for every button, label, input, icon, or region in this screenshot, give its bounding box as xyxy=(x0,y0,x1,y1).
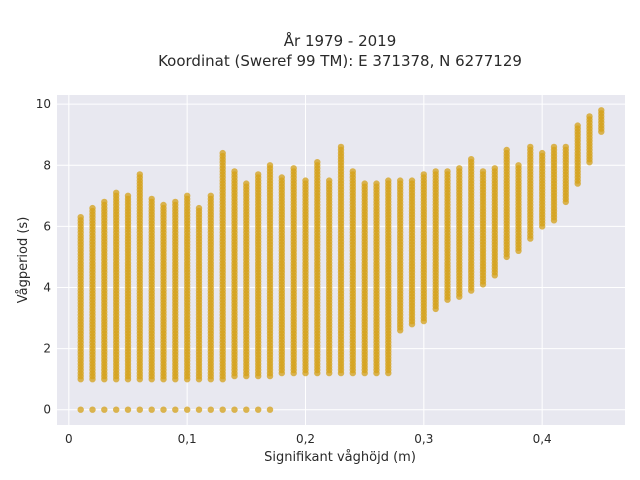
data-point xyxy=(503,146,510,154)
x-tick-label: 0,3 xyxy=(414,432,433,446)
y-tick-label: 8 xyxy=(43,158,51,172)
x-axis-label: Signifikant våghöjd (m) xyxy=(264,450,416,465)
data-point xyxy=(278,174,285,181)
data-point xyxy=(432,168,439,175)
y-tick-label: 4 xyxy=(43,281,51,295)
data-point xyxy=(148,195,155,203)
data-point xyxy=(89,204,96,212)
data-point xyxy=(136,171,143,178)
y-tick-label: 6 xyxy=(43,219,51,233)
data-point xyxy=(101,198,108,206)
data-point xyxy=(373,180,380,187)
data-point xyxy=(172,406,179,413)
data-point xyxy=(408,177,416,184)
data-point xyxy=(231,406,238,413)
data-point xyxy=(89,406,96,413)
data-point xyxy=(515,162,522,169)
data-point xyxy=(195,406,203,413)
y-axis-label: Vågperiod (s) xyxy=(16,217,31,304)
data-point xyxy=(337,143,345,151)
x-tick-label: 0 xyxy=(65,432,73,446)
data-point xyxy=(184,406,191,413)
y-axis-ticks: 0 2 4 6 8 10 xyxy=(36,97,51,417)
data-point xyxy=(184,192,191,199)
data-point xyxy=(314,159,321,166)
data-point xyxy=(113,406,120,413)
data-point xyxy=(160,406,167,413)
data-point xyxy=(444,168,451,175)
data-point xyxy=(420,171,427,178)
data-point xyxy=(255,406,262,413)
data-point xyxy=(326,177,333,184)
y-tick-label: 0 xyxy=(43,403,51,417)
data-point xyxy=(101,406,108,413)
data-point xyxy=(77,214,84,221)
x-tick-label: 0,4 xyxy=(533,432,552,446)
data-point xyxy=(385,177,392,184)
data-point xyxy=(136,406,143,413)
data-point xyxy=(574,122,581,129)
data-point xyxy=(266,406,274,413)
data-point xyxy=(243,406,250,413)
y-tick-label: 2 xyxy=(43,342,51,356)
data-point xyxy=(124,406,132,413)
data-point xyxy=(195,204,203,212)
data-point xyxy=(491,165,498,172)
data-point xyxy=(539,149,546,157)
data-point xyxy=(349,168,356,175)
data-point xyxy=(148,406,155,413)
data-point xyxy=(207,192,214,199)
data-point xyxy=(290,165,297,172)
data-point xyxy=(468,156,475,163)
data-point xyxy=(219,406,226,413)
data-point xyxy=(361,180,368,187)
data-point xyxy=(113,189,120,196)
y-tick-label: 10 xyxy=(36,97,51,111)
chart-title-line2: Koordinat (Sweref 99 TM): E 371378, N 62… xyxy=(158,52,522,70)
data-point xyxy=(302,177,309,184)
data-point xyxy=(527,143,534,151)
data-point xyxy=(562,143,569,151)
data-point xyxy=(243,180,250,187)
chart-title-line1: År 1979 - 2019 xyxy=(284,31,397,50)
x-axis-ticks: 0 0,1 0,2 0,3 0,4 xyxy=(65,432,552,446)
data-point xyxy=(456,165,463,172)
data-point xyxy=(172,198,179,206)
data-points xyxy=(77,107,605,413)
data-point xyxy=(586,113,593,120)
data-point xyxy=(266,162,274,169)
x-tick-label: 0,1 xyxy=(178,432,197,446)
data-point xyxy=(397,177,404,184)
data-point xyxy=(598,107,605,114)
x-tick-label: 0,2 xyxy=(296,432,315,446)
data-point xyxy=(550,143,558,151)
data-point xyxy=(255,171,262,178)
data-point xyxy=(207,406,214,413)
data-point xyxy=(479,168,487,175)
data-point xyxy=(77,406,84,413)
data-point xyxy=(219,149,226,157)
data-point xyxy=(231,168,238,175)
data-point xyxy=(160,201,167,209)
data-point xyxy=(124,192,132,199)
